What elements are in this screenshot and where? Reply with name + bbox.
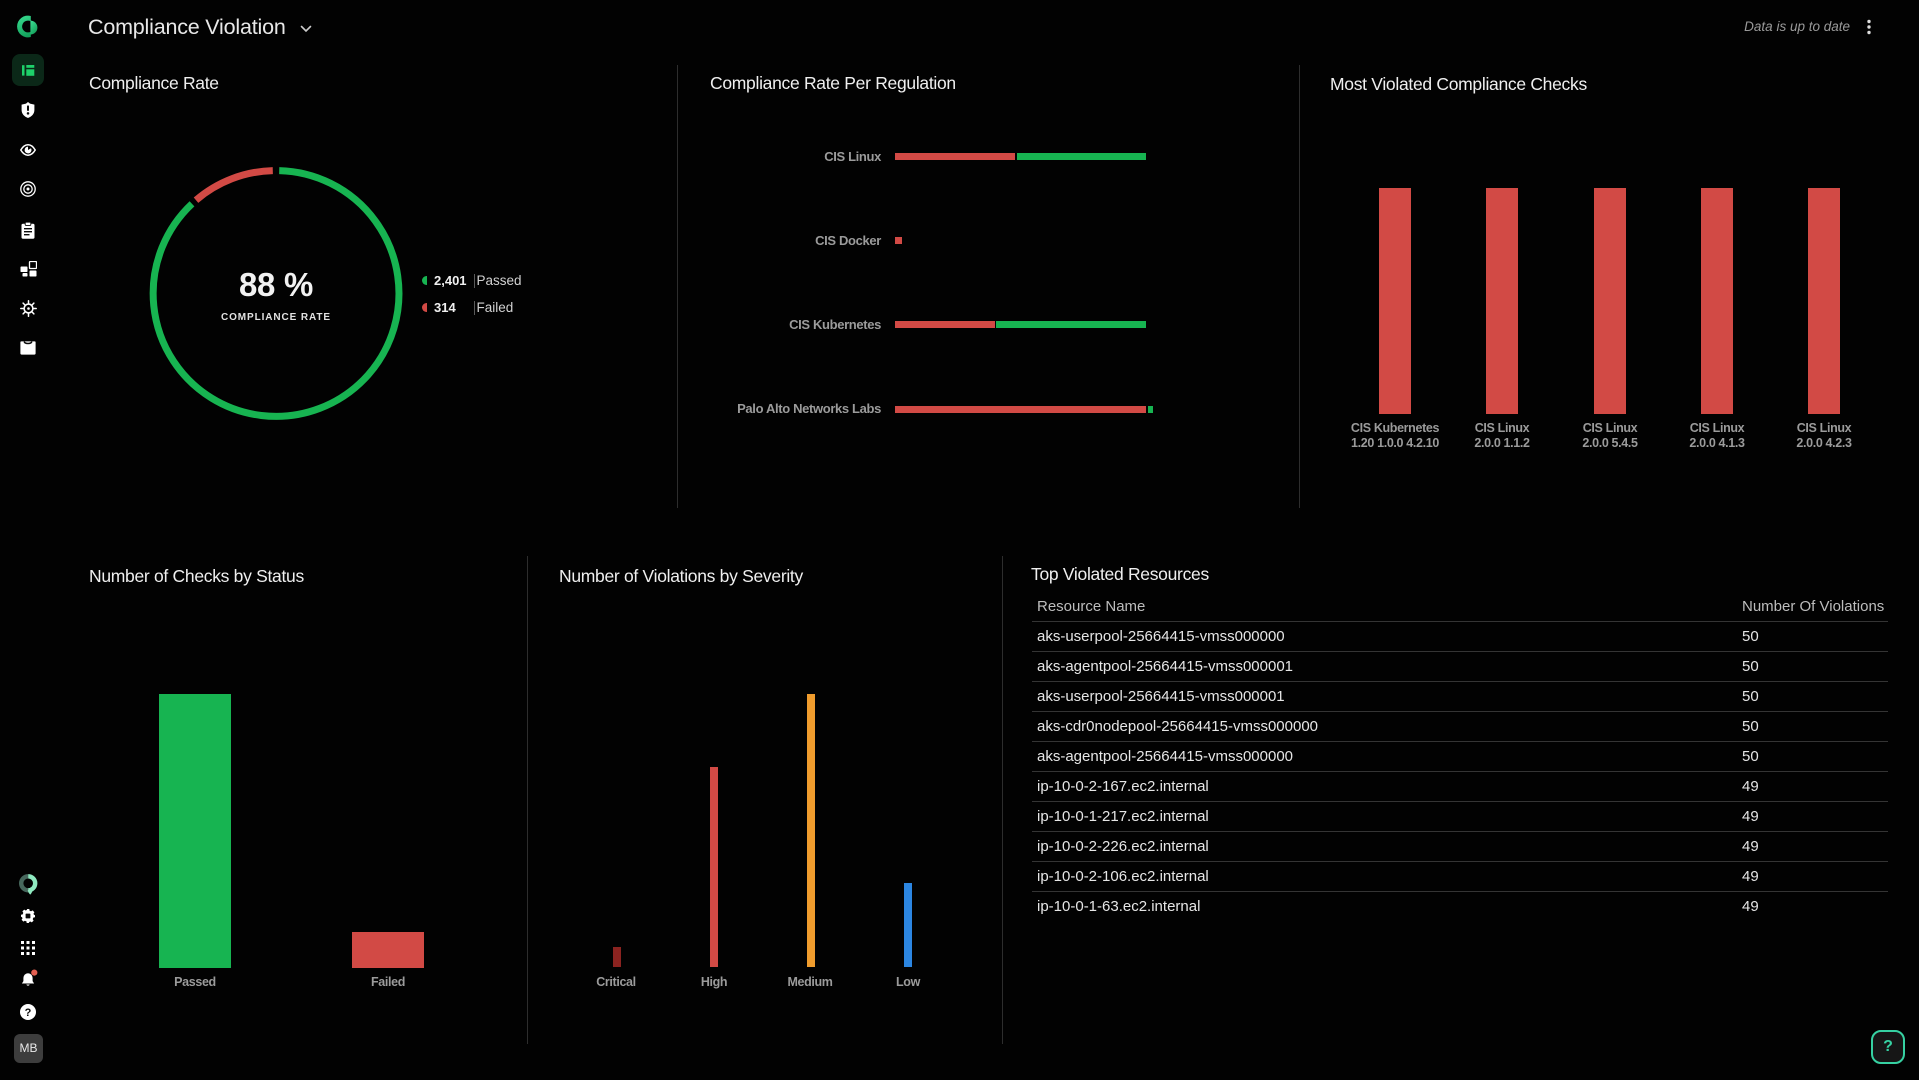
svg-text:?: ? [25, 1007, 32, 1019]
